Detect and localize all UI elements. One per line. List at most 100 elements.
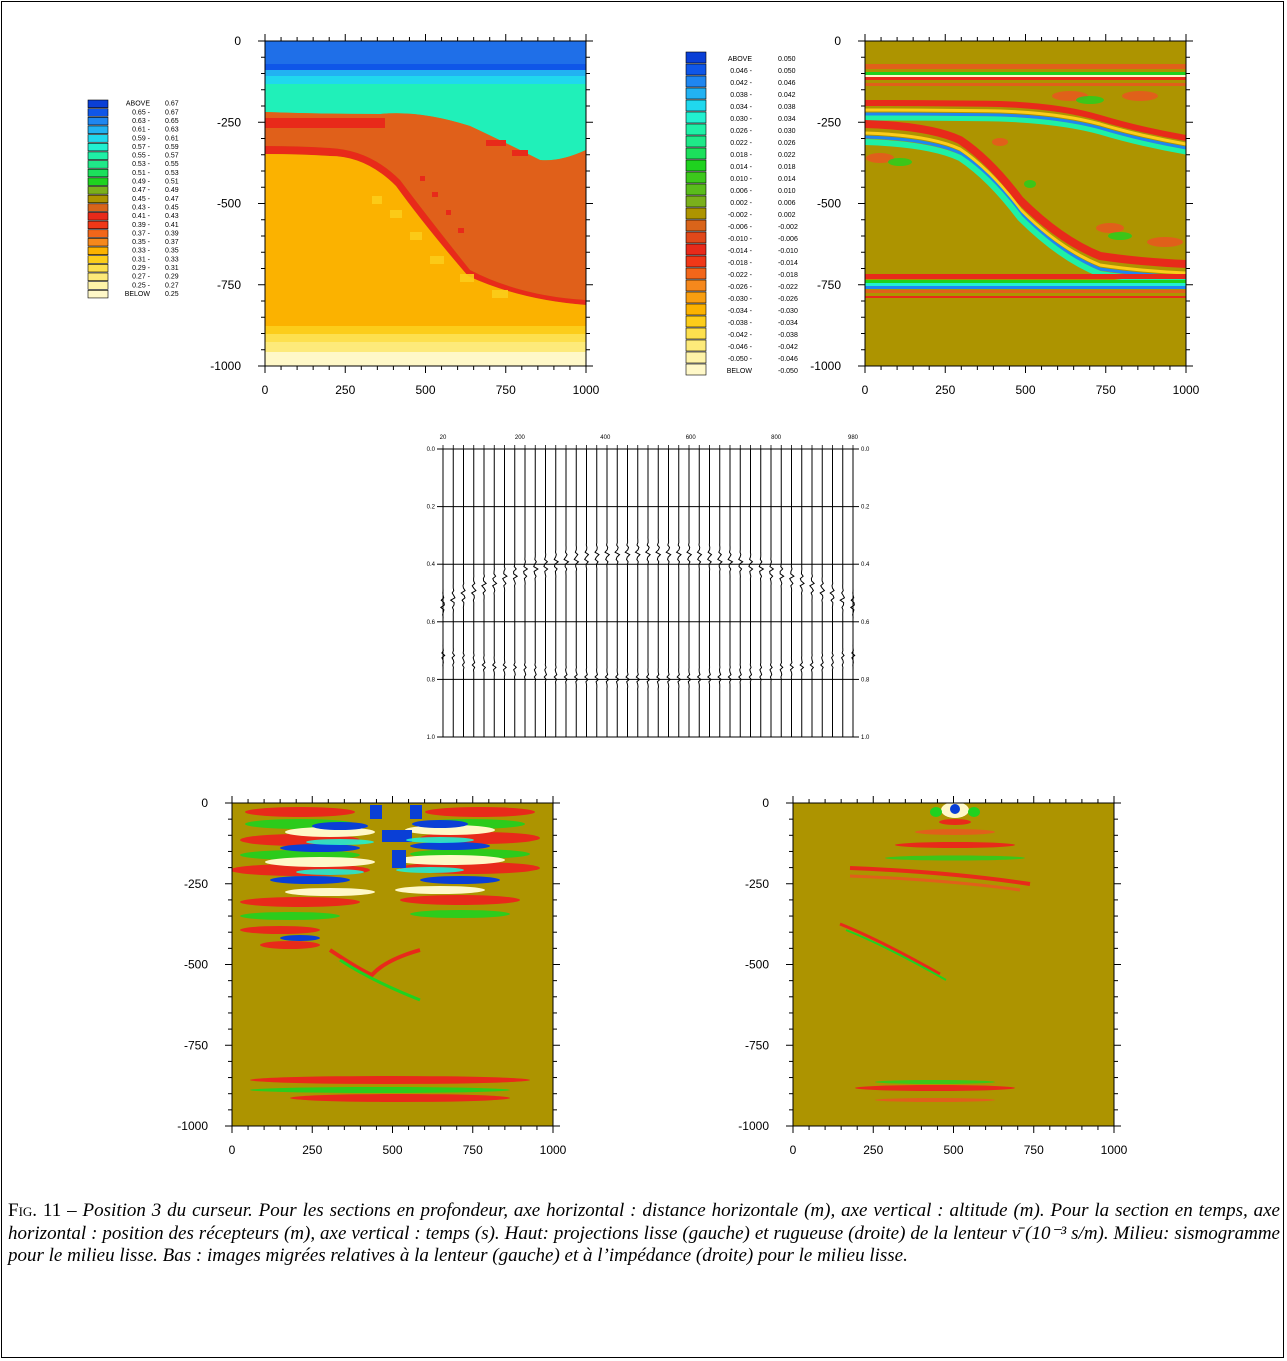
legend-range-low: -0.018 -	[728, 260, 753, 267]
legend-range-high: -0.018	[778, 272, 798, 279]
legends-layer: ABOVE 0.670.65 -0.670.63 -0.650.61 -0.630…	[87, 51, 798, 376]
legend-range-low: 0.61 -	[132, 127, 151, 134]
seismic-trace	[614, 449, 621, 737]
panel-migrated-slowness	[232, 803, 553, 1126]
legend-swatch	[87, 125, 109, 134]
x-tick-label: 200	[515, 435, 526, 441]
legend-range-low: 0.51 -	[132, 170, 151, 177]
seismic-trace	[523, 449, 529, 737]
y-tick-label: 0.2	[427, 505, 436, 511]
legend-range-low: 0.65 -	[132, 109, 151, 116]
legend-swatch	[87, 212, 109, 221]
axes-top-right: 0 250 500 750 1000 0 -250 -500 -750 -1000	[810, 34, 1200, 397]
legend-range-low: 0.038 -	[730, 92, 752, 99]
legend-range-low: -0.042 -	[728, 332, 753, 339]
legend-swatch	[685, 207, 707, 220]
seismic-trace	[819, 449, 826, 737]
seismic-trace	[779, 449, 785, 737]
seismic-trace	[553, 449, 560, 737]
x-tick-label: 1000	[1173, 383, 1200, 397]
legend-swatch	[87, 168, 109, 178]
seismic-trace	[481, 449, 487, 737]
y-tick-label: -250	[817, 115, 841, 129]
legend-swatch	[87, 272, 109, 281]
x-tick-label: 500	[1015, 383, 1035, 397]
x-tick-label: 800	[771, 435, 782, 441]
legend-range-low: 0.63 -	[132, 118, 151, 125]
seismic-trace	[665, 449, 672, 737]
seismic-trace	[727, 449, 734, 737]
legend-range-low: BELOW	[125, 291, 151, 298]
y-tick-label: -250	[217, 115, 241, 129]
legend-smooth-slowness: ABOVE 0.670.65 -0.670.63 -0.650.61 -0.630…	[87, 99, 179, 299]
seismic-trace	[594, 449, 600, 737]
seismic-trace	[839, 449, 846, 737]
legend-swatch	[685, 147, 707, 160]
legend-range-high: -0.026	[778, 296, 798, 303]
legend-range-high: -0.042	[778, 344, 798, 351]
legend-range-low: 0.022 -	[730, 140, 752, 147]
legend-swatch	[685, 231, 707, 244]
legend-swatch	[87, 264, 109, 273]
x-tick-label: 1000	[573, 383, 600, 397]
seismic-trace	[460, 449, 466, 737]
legend-swatch	[685, 159, 707, 172]
legend-swatch	[87, 229, 109, 238]
legend-range-high: 0.65	[165, 118, 179, 125]
x-tick-label: 400	[600, 435, 611, 441]
y-tick-label: -250	[745, 877, 769, 891]
seismic-trace	[799, 449, 805, 737]
y-tick-label: 1.0	[427, 735, 436, 741]
seismic-trace	[829, 449, 835, 737]
legend-range-low: ABOVE	[126, 101, 150, 108]
legend-range-high: 0.59	[165, 144, 179, 151]
y-tick-label: -750	[217, 278, 241, 292]
seismic-trace	[758, 449, 765, 737]
axes-top-left: 0 250 500 750 1000 0 -250 -500 -750 -1000	[210, 34, 600, 397]
legend-range-high: 0.25	[165, 291, 179, 298]
y-tick-label: 0.6	[427, 620, 436, 626]
x-tick-label: 250	[335, 383, 355, 397]
y-tick-label: 0.4	[427, 562, 436, 568]
x-tick-label: 500	[415, 383, 435, 397]
y-tick-label: 0	[201, 796, 208, 810]
legend-range-low: 0.006 -	[730, 188, 752, 195]
legend-range-high: -0.022	[778, 284, 798, 291]
legend-swatch	[87, 255, 109, 264]
seismic-trace	[738, 449, 744, 737]
y-tick-label: 0.4	[861, 562, 870, 568]
legend-swatch	[685, 183, 707, 196]
legend-range-high: 0.046	[778, 80, 796, 87]
legend-range-low: 0.41 -	[132, 213, 151, 220]
legend-range-high: 0.034	[778, 116, 796, 123]
seismic-trace	[717, 449, 723, 737]
seismic-trace	[512, 449, 519, 737]
legend-range-high: -0.038	[778, 332, 798, 339]
seismic-trace	[769, 449, 775, 737]
legend-swatch	[685, 135, 707, 148]
legend-range-low: 0.010 -	[730, 176, 752, 183]
y-tick-label: 1.0	[861, 735, 870, 741]
legend-range-high: 0.042	[778, 92, 796, 99]
legend-swatch	[87, 186, 109, 195]
legend-range-high: 0.002	[778, 212, 796, 219]
legend-swatch	[87, 151, 109, 160]
layer-yellow	[265, 154, 586, 366]
x-tick-label: 600	[686, 435, 697, 441]
seismic-trace	[686, 449, 693, 737]
legend-range-high: 0.050	[778, 68, 796, 75]
legend-swatch	[685, 51, 707, 64]
legend-range-high: 0.018	[778, 164, 796, 171]
y-tick-label: -1000	[738, 1119, 769, 1133]
x-tick-label: 1000	[1101, 1143, 1128, 1157]
x-tick-label: 750	[463, 1143, 483, 1157]
legend-swatch	[685, 123, 707, 136]
y-tick-label: -1000	[177, 1119, 208, 1133]
legend-swatch	[87, 194, 109, 204]
y-tick-label: -1000	[810, 359, 841, 373]
legend-range-low: -0.010 -	[728, 236, 753, 243]
legend-range-high: 0.67	[165, 101, 179, 108]
legend-range-low: 0.49 -	[132, 179, 151, 186]
x-tick-label: 0	[262, 383, 269, 397]
